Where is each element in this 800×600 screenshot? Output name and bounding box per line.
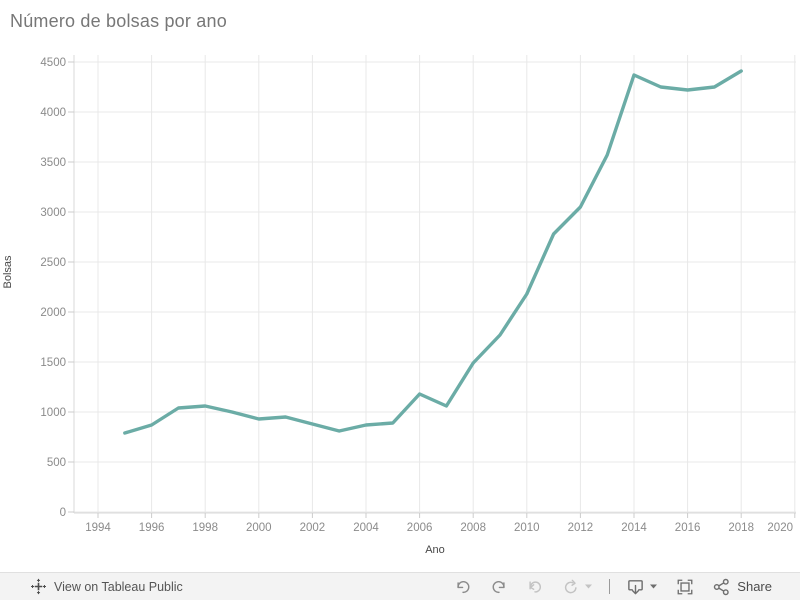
chart-title: Número de bolsas por ano [10,11,227,31]
x-tick-label: 1996 [139,522,165,534]
share-label: Share [737,579,772,594]
x-tick-label: 2018 [728,522,754,534]
x-tick-label: 2006 [407,522,433,534]
redo-icon [492,580,505,593]
toolbar-divider [609,579,611,594]
share-button[interactable]: Share [712,578,772,596]
revert-icon [529,580,542,593]
x-tick-label: 1998 [192,522,218,534]
download-button[interactable] [626,578,658,596]
revert-button[interactable] [526,579,544,595]
view-on-tableau-public-link[interactable]: View on Tableau Public [30,578,183,595]
fullscreen-button[interactable] [676,578,694,596]
y-tick-label: 3500 [40,157,66,169]
x-axis-title: Ano [425,544,445,556]
toolbar-actions: Share [454,578,772,596]
fullscreen-icon [677,579,693,594]
x-tick-label: 2014 [621,522,647,534]
y-tick-label: 2000 [40,307,66,319]
share-icon [714,578,730,595]
bolsas-line-series[interactable] [123,69,743,435]
x-tick-label: 2012 [568,522,594,534]
x-tick-label: 2020 [767,522,793,534]
y-tick-label: 1000 [40,407,66,419]
x-tick-label: 2008 [460,522,486,534]
refresh-icon [565,579,577,593]
y-axis-title: Bolsas [2,255,14,289]
x-tick-label: 2010 [514,522,540,534]
view-on-tableau-public-label: View on Tableau Public [54,579,183,594]
download-icon [628,579,644,594]
refresh-caret-down-icon [585,584,593,589]
x-tick-label: 2002 [300,522,326,534]
y-tick-label: 0 [60,507,66,519]
y-tick-label: 1500 [40,357,66,369]
y-tick-label: 500 [47,457,66,469]
download-caret-down-icon [650,584,658,589]
refresh-button[interactable] [562,579,593,595]
y-tick-label: 4000 [40,107,66,119]
y-tick-label: 2500 [40,257,66,269]
x-tick-label: 2004 [353,522,379,534]
tableau-toolbar: View on Tableau Public [0,572,800,600]
x-tick-label: 1994 [85,522,111,534]
y-tick-label: 3000 [40,207,66,219]
tableau-logo-icon [31,578,46,595]
x-tick-label: 2000 [246,522,272,534]
line-chart-canvas[interactable]: 0 500 1000 1500 2000 2500 3000 3500 4000 4500 1994… [0,0,800,560]
y-tick-label: 4500 [40,57,66,69]
undo-icon [457,580,470,593]
redo-button[interactable] [490,579,508,595]
undo-button[interactable] [454,579,472,595]
x-tick-label: 2016 [675,522,701,534]
